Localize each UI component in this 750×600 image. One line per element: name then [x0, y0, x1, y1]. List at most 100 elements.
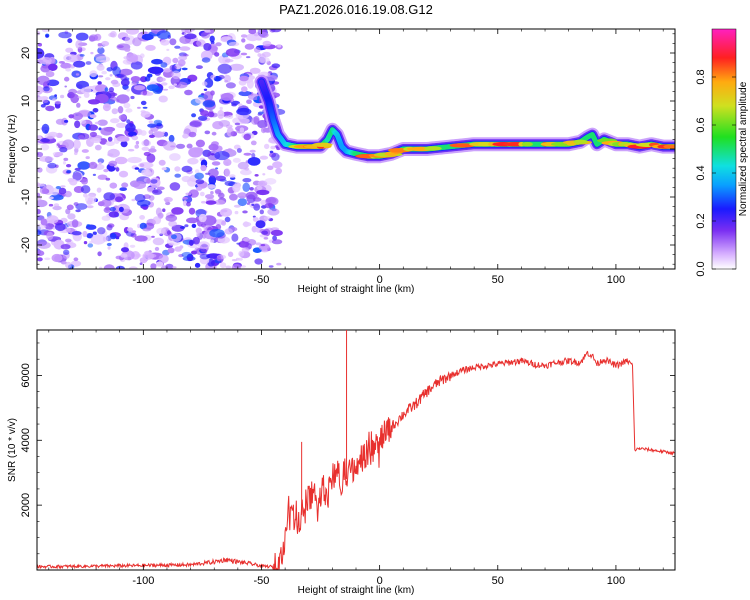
- noise-blob: [152, 131, 165, 138]
- noise-blob: [239, 75, 249, 82]
- noise-blob: [229, 174, 236, 179]
- noise-blob: [108, 87, 114, 93]
- noise-blob: [72, 172, 82, 181]
- noise-blob: [147, 66, 164, 75]
- noise-blob: [254, 258, 263, 265]
- noise-blob: [131, 135, 139, 141]
- noise-blob: [37, 199, 48, 208]
- noise-blob: [107, 148, 120, 158]
- noise-blob: [236, 242, 241, 245]
- noise-blob: [204, 130, 211, 135]
- noise-blob: [162, 208, 166, 212]
- colorbar-tick-label: 0.8: [695, 69, 707, 84]
- noise-blob: [73, 60, 86, 68]
- noise-blob: [58, 187, 67, 195]
- noise-blob: [87, 243, 94, 248]
- noise-blob: [194, 172, 204, 180]
- noise-blob: [114, 156, 128, 165]
- noise-blob: [63, 157, 69, 161]
- noise-blob: [228, 41, 240, 47]
- noise-blob: [179, 226, 186, 229]
- noise-blob: [126, 88, 130, 92]
- noise-blob: [210, 46, 219, 51]
- noise-blob: [258, 56, 270, 64]
- noise-blob: [217, 109, 225, 119]
- noise-blob: [134, 167, 140, 170]
- noise-blob: [73, 202, 79, 206]
- noise-blob: [92, 231, 97, 235]
- noise-blob: [95, 55, 111, 63]
- noise-blob: [63, 76, 70, 82]
- noise-blob: [255, 196, 260, 199]
- noise-blob: [181, 67, 188, 71]
- noise-blob: [199, 253, 210, 260]
- noise-blob: [41, 29, 50, 33]
- noise-blob: [185, 192, 192, 196]
- noise-blob: [142, 206, 148, 210]
- noise-blob: [108, 211, 119, 218]
- noise-blob: [166, 230, 172, 235]
- colorbar-tick-label: 0.0: [695, 261, 707, 276]
- noise-blob: [99, 266, 103, 269]
- noise-blob: [103, 264, 115, 269]
- noise-blob: [184, 224, 189, 228]
- noise-blob: [54, 223, 66, 231]
- noise-blob: [56, 143, 60, 147]
- noise-blob: [154, 246, 160, 251]
- noise-blob: [184, 89, 193, 96]
- noise-blob: [55, 118, 66, 125]
- colorbar-tick-label: 0.6: [695, 117, 707, 132]
- noise-blob: [75, 39, 83, 49]
- noise-blob: [94, 121, 101, 125]
- noise-blob: [58, 31, 72, 39]
- noise-blob: [224, 59, 234, 63]
- x-tick-label: -50: [254, 274, 270, 286]
- noise-blob: [133, 85, 146, 91]
- ridge-hotspot: [312, 142, 333, 147]
- noise-blob: [90, 234, 106, 245]
- noise-blob: [250, 140, 257, 146]
- noise-blob: [160, 62, 168, 68]
- noise-blob: [194, 262, 201, 268]
- noise-blob: [189, 121, 202, 127]
- noise-blob: [130, 76, 141, 82]
- noise-blob: [271, 152, 280, 161]
- noise-blob: [94, 144, 102, 151]
- x-tick-label: 100: [607, 274, 625, 286]
- noise-blob: [120, 78, 130, 87]
- noise-blob: [240, 265, 247, 268]
- noise-blob: [251, 152, 256, 159]
- noise-blob: [243, 133, 251, 141]
- noise-blob: [262, 173, 266, 176]
- snr-x-axis-label: Height of straight line (km): [298, 585, 415, 596]
- noise-blob: [45, 105, 55, 112]
- noise-blob: [182, 133, 189, 139]
- noise-blob: [255, 220, 266, 229]
- noise-blob: [168, 242, 175, 246]
- noise-blob: [52, 98, 56, 101]
- noise-blob: [194, 169, 200, 174]
- noise-blob: [174, 173, 181, 178]
- snr-background: [37, 330, 675, 570]
- noise-blob: [98, 127, 102, 131]
- noise-blob: [241, 38, 246, 43]
- noise-blob: [119, 68, 133, 76]
- noise-blob: [259, 209, 264, 215]
- noise-blob: [237, 161, 249, 170]
- noise-blob: [141, 169, 152, 176]
- noise-blob: [195, 179, 205, 185]
- noise-blob: [225, 161, 229, 166]
- noise-blob: [197, 241, 210, 250]
- noise-blob: [208, 143, 219, 151]
- noise-blob: [112, 66, 121, 77]
- noise-blob: [77, 161, 91, 170]
- noise-blob: [242, 178, 252, 183]
- noise-blob: [144, 76, 151, 82]
- noise-blob: [252, 197, 262, 202]
- noise-blob: [49, 187, 59, 196]
- noise-blob: [75, 209, 81, 213]
- noise-blob: [90, 137, 102, 143]
- noise-blob: [92, 108, 99, 113]
- snr-panel: -100 -50 0 50 100 2000 4000 6000 Height of stra…: [7, 329, 676, 596]
